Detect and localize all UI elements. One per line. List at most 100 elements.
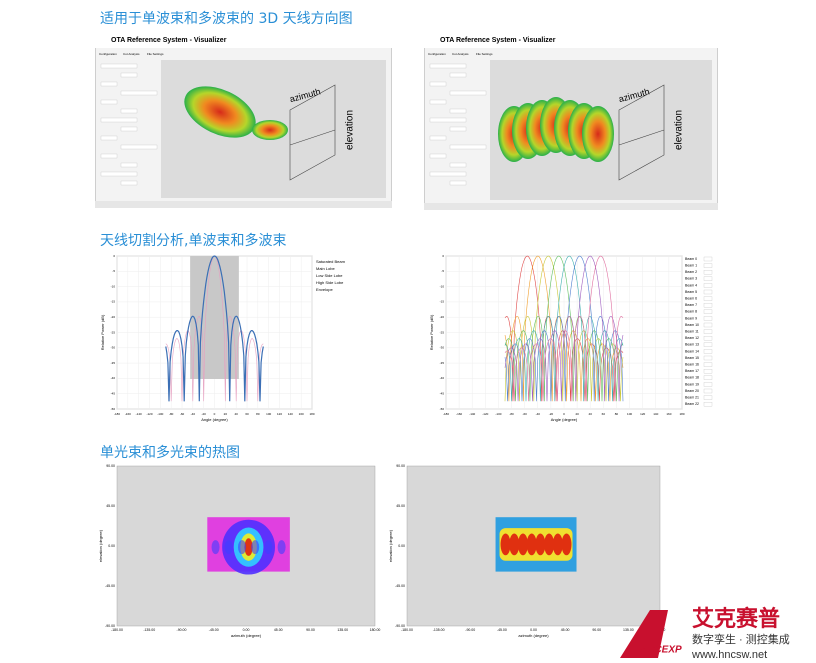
beam-curve: [504, 255, 624, 402]
field: [100, 153, 118, 159]
x-tick-label: -40: [536, 412, 541, 416]
field: [449, 162, 467, 168]
y-tick-label: -25: [111, 330, 116, 334]
x-tick-label: 160: [666, 412, 671, 416]
y-tick-label: -35: [440, 361, 445, 365]
legend-entry: Beam 11: [685, 330, 699, 334]
field: [100, 99, 118, 105]
x-axis-label: azimuth (degree): [518, 633, 549, 638]
field: [429, 135, 447, 141]
heat-blob: [526, 533, 537, 556]
y-tick-label: -45.00: [395, 584, 405, 588]
legend-entry: Beam 5: [685, 290, 697, 294]
y-tick-label: 90.00: [106, 464, 115, 468]
y-axis-label: Relative Power (dB): [429, 314, 434, 350]
legend-swatch: [703, 362, 713, 367]
field: [120, 180, 138, 186]
legend-swatch: [703, 395, 713, 400]
field: [449, 180, 467, 186]
legend-entry: Beam 22: [685, 402, 699, 406]
legend-swatch: [703, 375, 713, 380]
legend-swatch: [703, 303, 713, 308]
heat-blob: [224, 540, 233, 555]
y-tick-label: -15: [440, 300, 445, 304]
logo-shape: [620, 610, 668, 658]
legend-entry: Beam 10: [685, 323, 699, 327]
legend-entry: Beam 7: [685, 303, 697, 307]
beam-curve: [504, 255, 624, 402]
legend-swatch: [703, 263, 713, 268]
axis-label: elevation: [674, 110, 685, 150]
y-tick-label: -35: [111, 361, 116, 365]
legend-entry: Beam 15: [685, 356, 699, 360]
logo-url: www.hncsw.net: [691, 649, 767, 661]
x-tick-label: -60: [180, 412, 185, 416]
section-title: 天线切割分析,单波束和多波束: [100, 233, 287, 249]
y-tick-label: 45.00: [396, 504, 405, 508]
x-tick-label: 180.00: [370, 628, 381, 632]
legend-swatch: [703, 329, 713, 334]
legend-swatch: [703, 355, 713, 361]
x-tick-label: 0.00: [243, 628, 250, 632]
legend-entry: Envelope: [316, 287, 333, 292]
y-tick-label: -15: [111, 300, 116, 304]
cut-plot: -180 -160 -140 -120 -100 -80 -60 -40 -20 0 20 40 60 8…: [100, 254, 346, 422]
y-tick-label: -10: [440, 284, 445, 288]
field: [100, 63, 138, 69]
tab: Configuration: [428, 52, 446, 56]
heat-blob: [500, 533, 511, 556]
logo: ACCEXP 艾克赛普 数字孪生 · 测控集成 www.hncsw.net: [620, 606, 790, 661]
x-axis-label: azimuth (degree): [231, 633, 262, 638]
legend-swatch: [703, 349, 713, 354]
y-tick-label: -90.00: [105, 624, 115, 628]
x-tick-label: -40: [191, 412, 196, 416]
y-tick-label: -40: [440, 376, 445, 380]
envelope: [190, 256, 239, 379]
y-tick-label: 0: [113, 254, 115, 258]
section-title: 适用于单波束和多波束的 3D 天线方向图: [100, 11, 353, 27]
heatmap: -180.00 -135.00 -90.00 -45.00 0.00 45.00 90.00…: [388, 464, 665, 638]
legend-swatch: [703, 296, 713, 301]
x-tick-label: 180: [679, 412, 684, 416]
x-tick-label: 20: [575, 412, 579, 416]
y-axis-label: elevation (degree): [388, 529, 393, 562]
field: [429, 63, 467, 69]
legend-swatch: [703, 283, 713, 288]
logo-mark: ACCEXP: [639, 645, 682, 656]
y-tick-label: -90.00: [395, 624, 405, 628]
heat-blob: [509, 533, 520, 556]
heat-blob: [251, 540, 260, 555]
legend-entry: Beam 20: [685, 389, 699, 393]
x-tick-label: -80: [169, 412, 174, 416]
x-tick-label: -140: [469, 412, 475, 416]
x-tick-label: 60: [602, 412, 606, 416]
y-tick-label: 0: [442, 254, 444, 258]
field: [449, 126, 467, 132]
x-tick-label: -45.00: [209, 628, 219, 632]
logo-name: 艾克赛普: [692, 606, 780, 631]
x-tick-label: -60: [522, 412, 527, 416]
tab: Cut Analysis: [123, 52, 140, 56]
field: [449, 90, 487, 96]
y-tick-label: -50: [440, 407, 445, 411]
legend-swatch: [703, 369, 713, 374]
heat-blob: [535, 533, 546, 556]
header: [424, 30, 718, 48]
x-tick-label: -180.00: [111, 628, 123, 632]
axis-label: elevation: [345, 110, 356, 150]
legend-swatch: [703, 256, 713, 262]
heat-blob: [552, 533, 563, 556]
y-tick-label: -45: [440, 391, 445, 395]
x-tick-label: -45.00: [497, 628, 507, 632]
x-tick-label: 100: [627, 412, 632, 416]
y-tick-label: 90.00: [396, 464, 405, 468]
field: [100, 135, 118, 141]
x-tick-label: -100: [157, 412, 163, 416]
legend-swatch: [703, 316, 713, 321]
legend-entry: Beam 13: [685, 343, 699, 347]
y-tick-label: -10: [111, 284, 116, 288]
field: [429, 171, 467, 177]
legend-swatch: [703, 309, 713, 314]
header: [95, 30, 392, 48]
y-tick-label: -5: [441, 269, 444, 273]
